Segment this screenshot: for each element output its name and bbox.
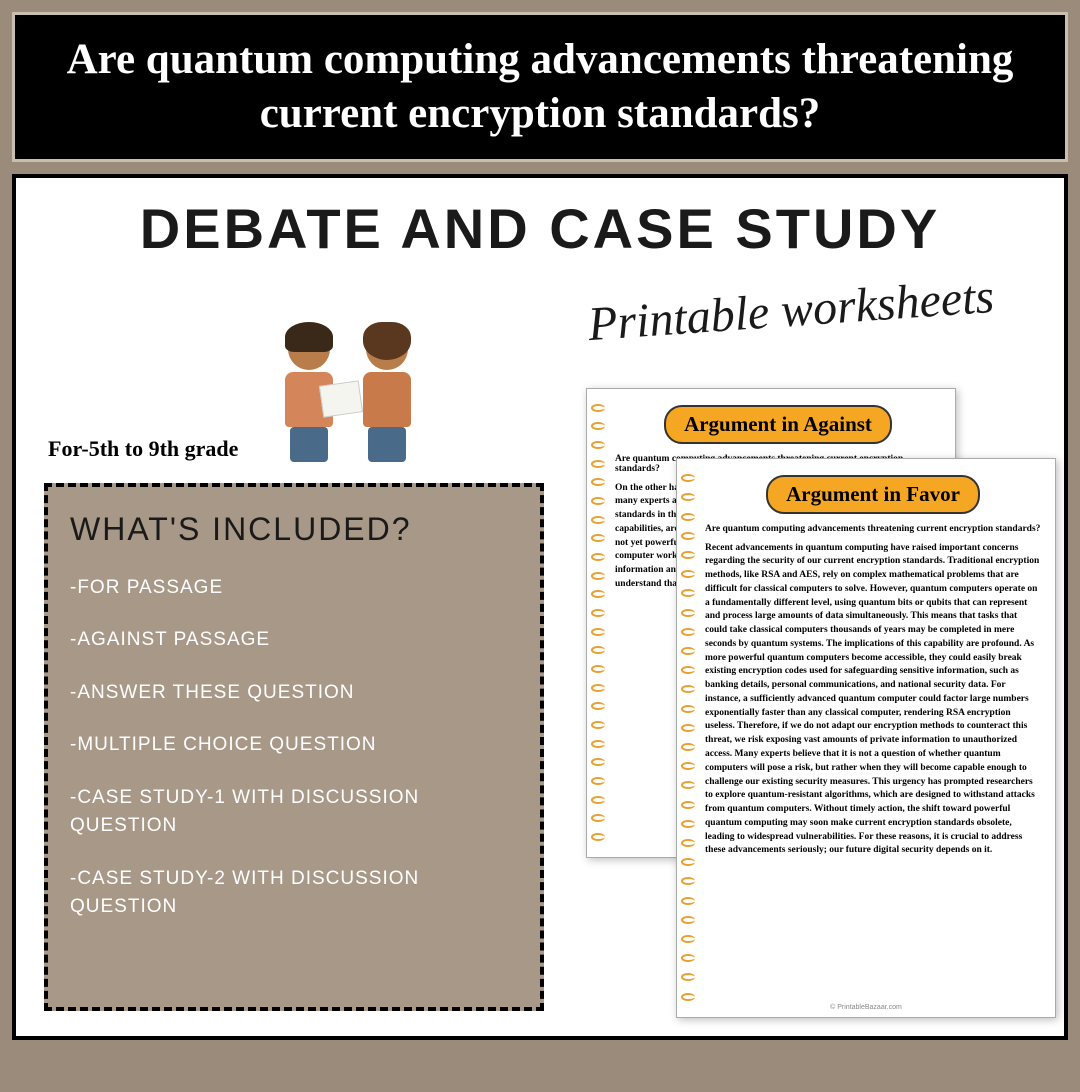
- ws-footer: © PrintableBazaar.com: [677, 1004, 1055, 1011]
- spiral-binding-icon: [681, 469, 697, 1007]
- ws-favor-question: Are quantum computing advancements threa…: [705, 524, 1041, 534]
- main-title: Debate and case study: [16, 178, 1064, 261]
- spiral-binding-icon: [591, 399, 607, 847]
- whats-included-box: WHAT'S INCLUDED? -For passage -Against p…: [44, 483, 544, 1011]
- list-item: -Multiple choice question: [70, 731, 518, 760]
- script-subtitle: Printable worksheets: [525, 264, 1058, 356]
- main-panel: Debate and case study Printable workshee…: [12, 174, 1068, 1040]
- ws-against-title: Argument in Against: [664, 405, 892, 444]
- included-list: -For passage -Against passage -Answer th…: [70, 574, 518, 922]
- list-item: -Case study-2 with discussion question: [70, 865, 518, 922]
- list-item: -For passage: [70, 574, 518, 603]
- list-item: -Case study-1 with discussion question: [70, 784, 518, 841]
- list-item: -Answer these question: [70, 679, 518, 708]
- child-2: [349, 328, 424, 468]
- worksheet-favor: Argument in Favor Are quantum computing …: [676, 458, 1056, 1018]
- grade-label: For-5th to 9th grade: [48, 436, 238, 462]
- ws-favor-title: Argument in Favor: [766, 475, 980, 514]
- children-illustration: [271, 328, 451, 488]
- title-text: Are quantum computing advancements threa…: [45, 33, 1035, 141]
- list-item: -Against passage: [70, 626, 518, 655]
- included-heading: WHAT'S INCLUDED?: [70, 511, 518, 548]
- ws-favor-body: Recent advancements in quantum computing…: [705, 542, 1041, 859]
- title-banner: Are quantum computing advancements threa…: [12, 12, 1068, 162]
